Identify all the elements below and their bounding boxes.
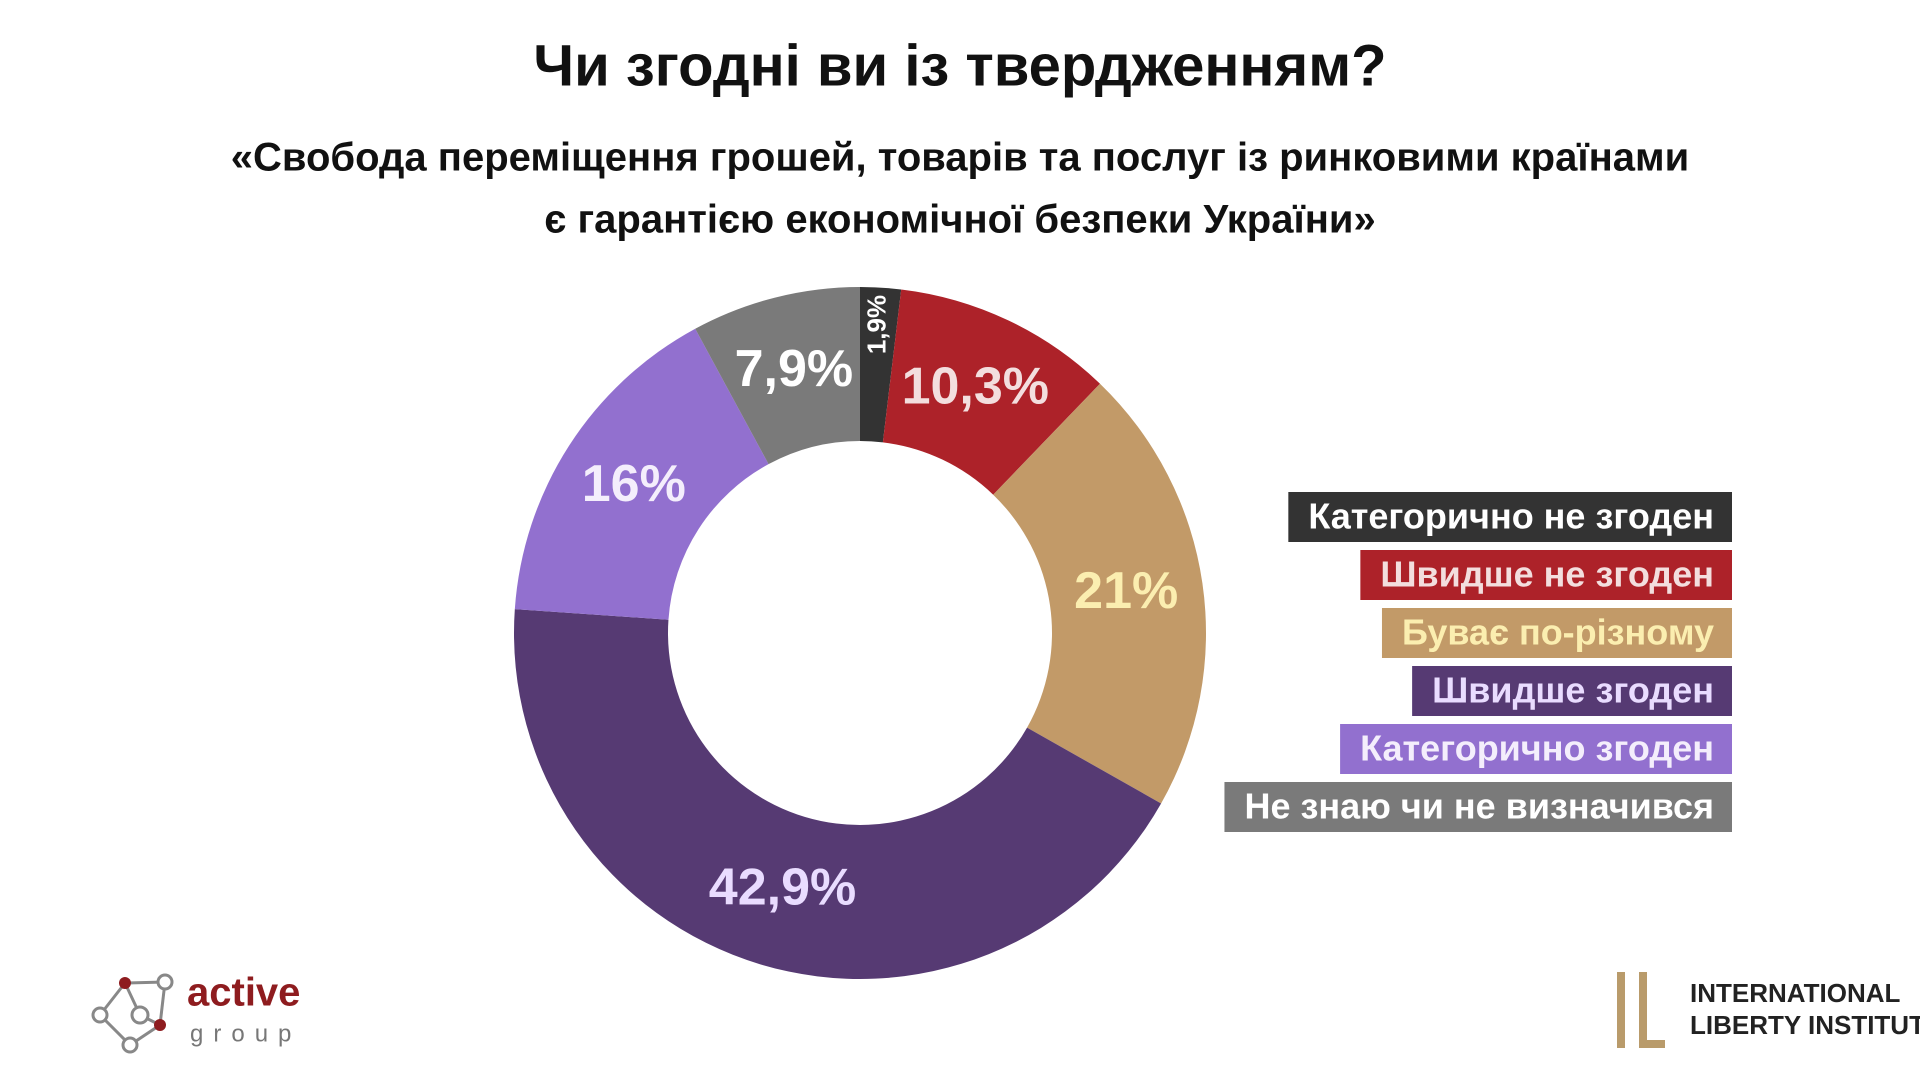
legend-label: Категорично згоден bbox=[1360, 728, 1714, 769]
legend-box bbox=[1340, 724, 1732, 774]
logo-bar bbox=[1639, 1040, 1665, 1048]
logo-node bbox=[156, 973, 174, 991]
legend-label: Буває по-різному bbox=[1402, 612, 1714, 653]
logo-bar bbox=[1617, 972, 1625, 1048]
legend-label: Не знаю чи не визначився bbox=[1244, 786, 1714, 827]
active-group-logo bbox=[91, 973, 174, 1054]
logo-node bbox=[121, 1036, 139, 1054]
logo-node bbox=[130, 1005, 150, 1025]
chart-subtitle: «Свобода переміщення грошей, товарів та … bbox=[231, 136, 1689, 180]
legend-box bbox=[1412, 666, 1732, 716]
donut-slice bbox=[882, 289, 1101, 495]
logo-node bbox=[154, 1019, 166, 1031]
donut-slice bbox=[695, 287, 860, 465]
legend-box bbox=[1381, 608, 1732, 658]
legend-label: Швидше не згоден bbox=[1380, 554, 1714, 595]
logo-text: group bbox=[190, 1020, 301, 1047]
donut-slice bbox=[513, 609, 1162, 980]
logo-node bbox=[91, 1006, 109, 1024]
logo-text: LIBERTY INSTITUTE bbox=[1690, 1010, 1920, 1040]
value-label: 7,9% bbox=[735, 340, 854, 398]
donut-slice bbox=[514, 328, 769, 620]
legend-label: Категорично не згоден bbox=[1308, 496, 1714, 537]
legend-label: Швидше згоден bbox=[1432, 670, 1714, 711]
logo-text: INTERNATIONAL bbox=[1690, 978, 1901, 1008]
value-label: 16% bbox=[582, 455, 686, 513]
donut-slice bbox=[860, 287, 902, 443]
legend-box bbox=[1224, 782, 1732, 832]
value-label: 42,9% bbox=[709, 858, 856, 916]
chart-subtitle: є гарантією економічної безпеки України» bbox=[544, 198, 1375, 242]
donut-slice bbox=[993, 383, 1207, 804]
value-label: 10,3% bbox=[902, 358, 1049, 416]
logo-text: active bbox=[187, 971, 300, 1015]
logo-bar bbox=[1639, 972, 1647, 1048]
chart-title: Чи згодні ви із твердженням? bbox=[533, 33, 1386, 98]
legend-box bbox=[1288, 492, 1732, 542]
value-label: 21% bbox=[1074, 562, 1178, 620]
logo-node bbox=[119, 977, 131, 989]
value-label: 1,9% bbox=[861, 295, 891, 354]
legend-box bbox=[1360, 550, 1732, 600]
